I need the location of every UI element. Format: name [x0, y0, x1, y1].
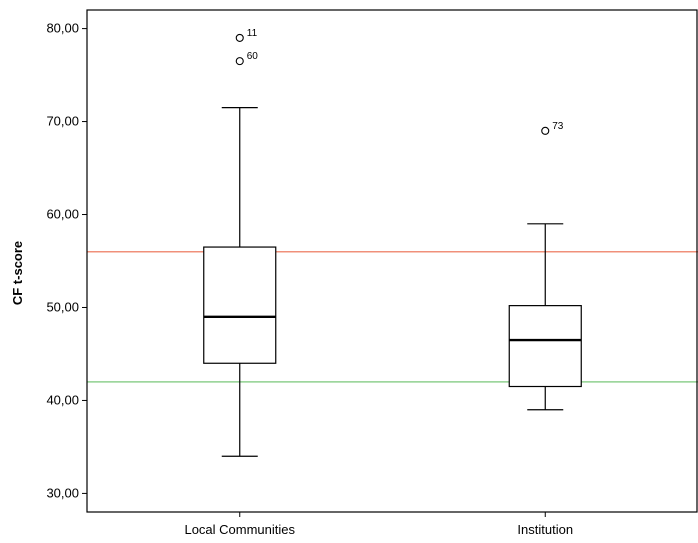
y-tick-label: 30,00 — [46, 485, 79, 500]
outlier-point — [235, 33, 244, 42]
box — [508, 305, 582, 388]
outlier-label: 60 — [247, 51, 259, 62]
axes: 30,00 40,00 50,00 60,00 70,00 80,00 Local Comm… — [46, 9, 698, 537]
outlier-point — [541, 126, 550, 135]
y-tick-label: 40,00 — [46, 392, 79, 407]
y-tick-label: 80,00 — [46, 21, 79, 36]
y-axis-title: CF t-score — [10, 241, 25, 305]
x-category-label: Institution — [517, 522, 573, 537]
y-tick-label: 50,00 — [46, 299, 79, 314]
outlier-label: 73 — [552, 121, 564, 132]
outlier-label: 11 — [247, 28, 258, 39]
outlier-point — [235, 57, 244, 66]
plot-frame — [86, 9, 698, 513]
box-group: 11 60 73 — [203, 28, 582, 457]
y-tick-label: 70,00 — [46, 114, 79, 129]
x-category-label: Local Communities — [184, 522, 295, 537]
y-tick-label: 60,00 — [46, 207, 79, 222]
reference-lines — [87, 250, 698, 383]
box — [203, 246, 277, 364]
